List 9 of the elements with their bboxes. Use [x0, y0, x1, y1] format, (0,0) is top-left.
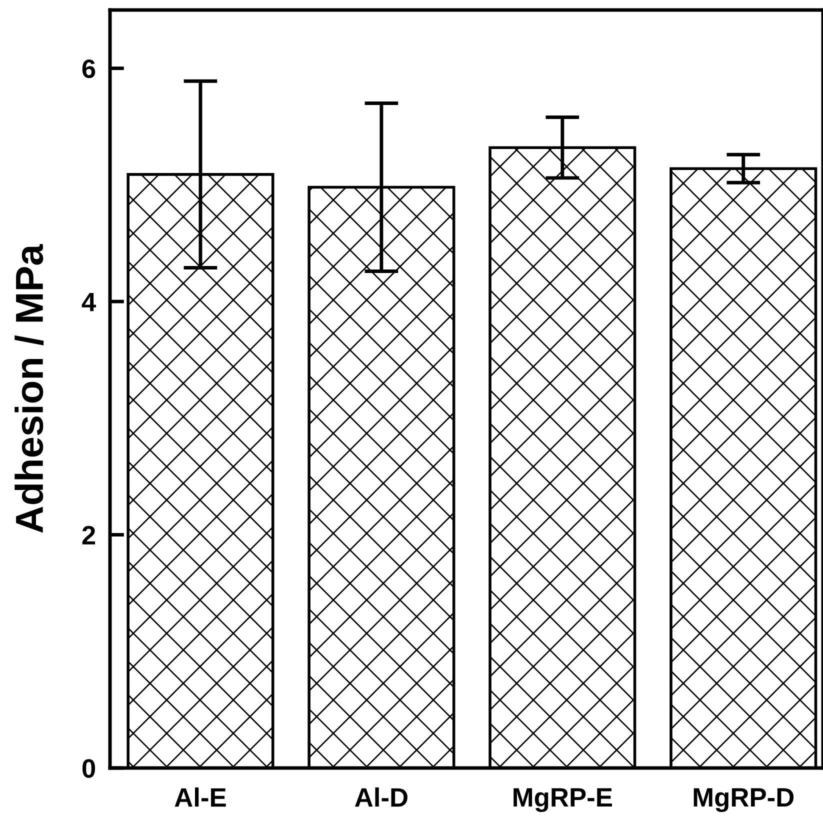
- x-tick-label: MgRP-E: [514, 788, 612, 812]
- x-tick-label: Al-E: [174, 787, 226, 807]
- x-tick-label: MgRP-D: [694, 788, 794, 812]
- y-tick-label: 0: [82, 759, 96, 778]
- y-tick-label: 2: [82, 526, 96, 544]
- y-tick-label: 4: [82, 292, 96, 312]
- x-tick-label: Al-D: [354, 787, 408, 807]
- y-axis-title: Adhesion / MPa: [14, 244, 44, 533]
- y-tick-label: 6: [82, 59, 96, 78]
